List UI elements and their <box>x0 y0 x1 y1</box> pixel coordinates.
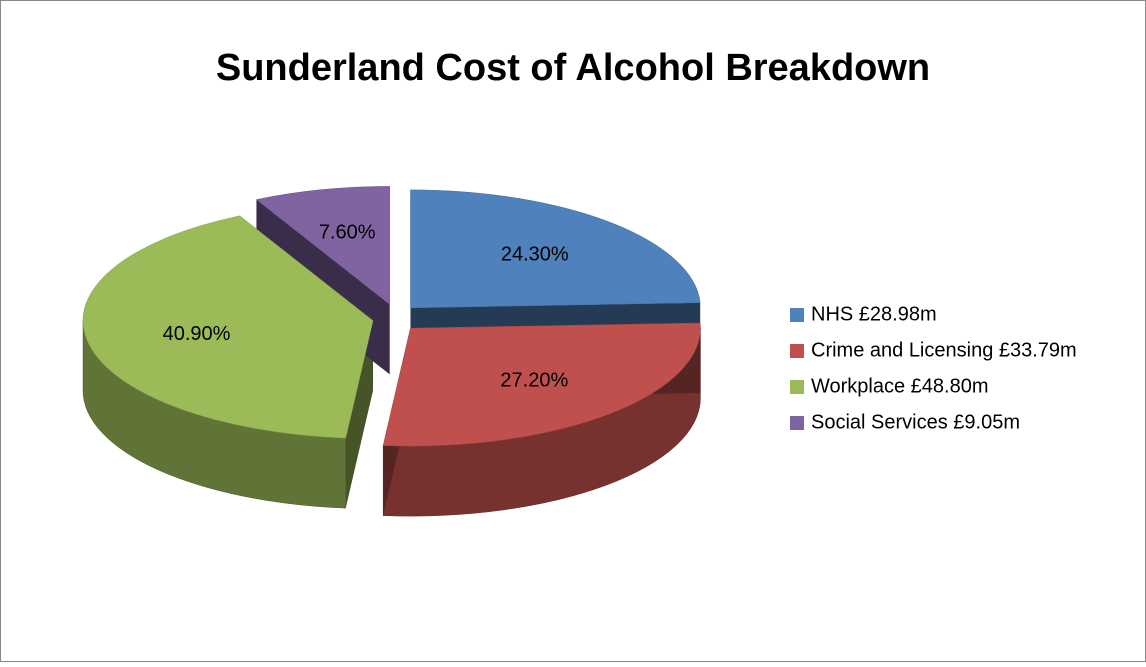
legend-label: Workplace £48.80m <box>811 375 989 397</box>
slice <box>410 189 701 309</box>
data-label: 27.20% <box>500 369 568 391</box>
legend-swatch <box>790 308 804 322</box>
slice <box>82 215 374 439</box>
data-label: 40.90% <box>163 323 231 345</box>
legend: NHS £28.98m Crime and Licensing £33.79m Wo… <box>790 303 1077 433</box>
legend-label: NHS £28.98m <box>811 303 937 325</box>
legend-label: Social Services £9.05m <box>811 411 1020 433</box>
data-label: 24.30% <box>501 243 569 265</box>
legend-swatch <box>790 416 804 430</box>
data-label: 7.60% <box>319 222 376 244</box>
slice <box>382 322 701 447</box>
slice <box>255 186 390 305</box>
chart-title: Sunderland Cost of Alcohol Breakdown <box>216 47 930 89</box>
legend-swatch <box>790 380 804 394</box>
legend-label: Crime and Licensing £33.79m <box>811 339 1077 361</box>
legend-swatch <box>790 344 804 358</box>
pie-tops <box>82 186 701 447</box>
data-labels: 24.30% 27.20% 40.90% 7.60% <box>163 222 569 392</box>
